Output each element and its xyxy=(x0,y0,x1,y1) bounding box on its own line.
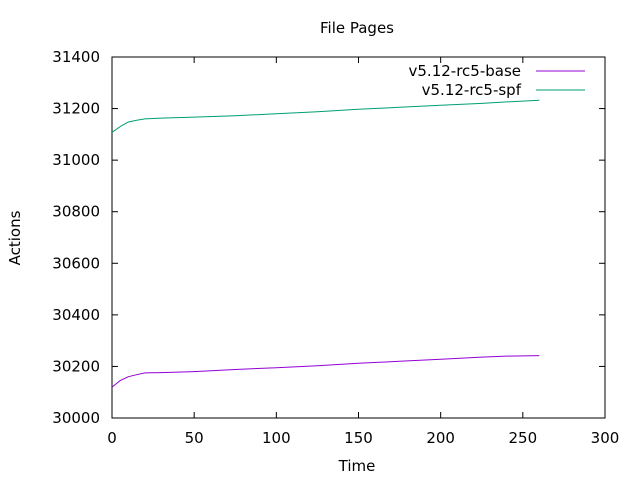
x-axis-label: Time xyxy=(338,457,376,475)
y-tick-label: 30400 xyxy=(52,306,100,324)
legend-label: v5.12-rc5-base xyxy=(409,62,522,80)
x-tick-label: 150 xyxy=(344,429,373,447)
chart-title: File Pages xyxy=(320,19,394,37)
x-tick-label: 200 xyxy=(426,429,455,447)
series-line-v5.12-rc5-base xyxy=(111,355,540,388)
legend-label: v5.12-rc5-spf xyxy=(422,81,522,99)
y-tick-label: 31400 xyxy=(52,48,100,66)
x-tick-label: 250 xyxy=(509,429,538,447)
y-tick-label: 30800 xyxy=(52,203,100,221)
axes: 0 50 100 150 200 250 300 30000 30200 30400 30600 30… xyxy=(52,48,619,447)
series-lines xyxy=(111,99,540,388)
x-tick-label: 50 xyxy=(185,429,204,447)
y-tick-label: 30000 xyxy=(52,409,100,427)
y-tick-label: 31200 xyxy=(52,100,100,118)
y-tick-label: 30600 xyxy=(52,254,100,272)
y-axis-label: Actions xyxy=(6,210,24,265)
x-tick-label: 300 xyxy=(591,429,620,447)
series-line-v5.12-rc5-spf xyxy=(111,99,540,133)
y-tick-label: 31000 xyxy=(52,151,100,169)
x-tick-label: 0 xyxy=(107,429,117,447)
y-tick-label: 30200 xyxy=(52,357,100,375)
x-tick-label: 100 xyxy=(262,429,291,447)
